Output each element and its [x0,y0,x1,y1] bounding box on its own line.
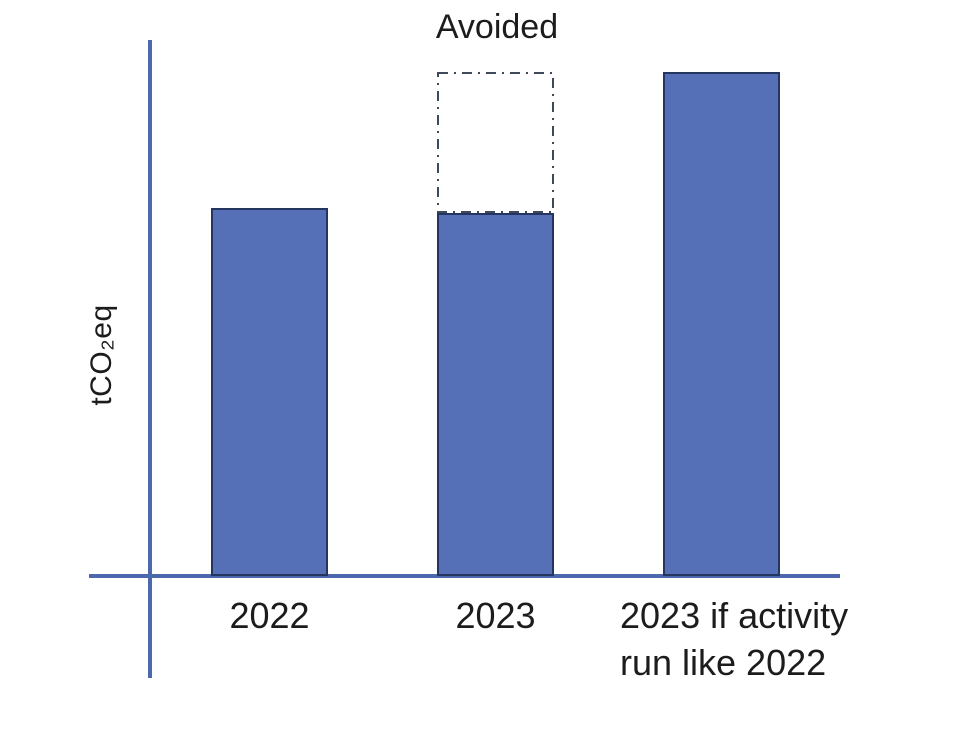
dash-dot-rect-icon [437,72,554,213]
avoided-dashed-box [437,72,554,213]
bar-2023 [437,213,554,576]
y-axis-label: tCO₂eq [85,304,118,406]
bar-2023-hypothetical [663,72,780,576]
x-tick-label-2022: 2022 [229,595,310,636]
x-axis-line [89,574,840,578]
x-tick-label-2023-hypothetical: 2023 if activity run like 2022 [620,595,849,683]
x-tick-label-2023: 2023 [455,595,536,636]
bar-2022 [211,208,328,576]
y-axis-line [148,40,152,678]
avoided-annotation-label: Avoided [435,8,559,46]
